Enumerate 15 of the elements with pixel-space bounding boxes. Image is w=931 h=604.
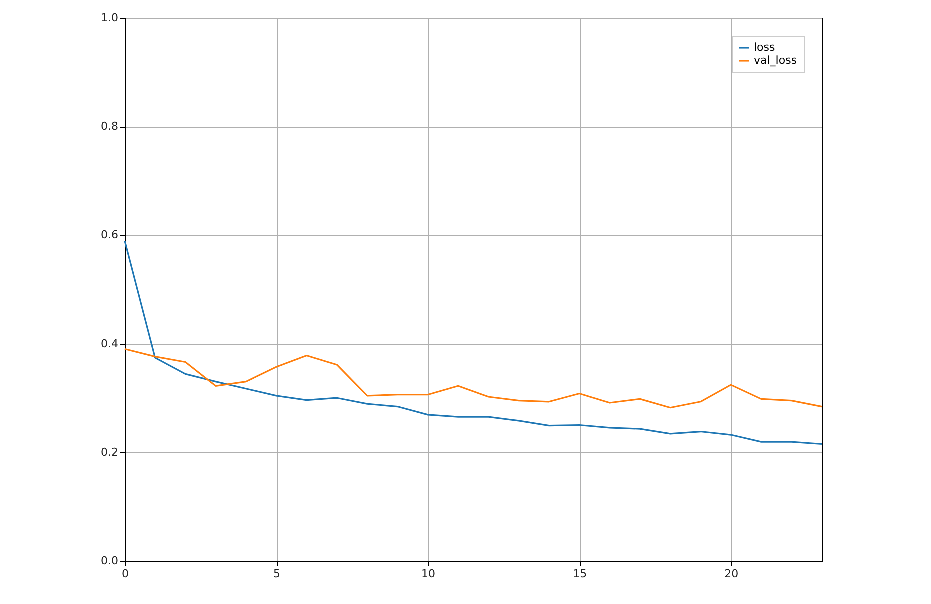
y-tick-label: 1.0	[101, 12, 118, 24]
x-tick-label: 15	[573, 568, 588, 580]
y-tick-label: 0.6	[101, 228, 118, 242]
x-tick-label: 10	[422, 568, 436, 580]
legend-label: val_loss	[754, 54, 798, 67]
x-tick-label: 5	[274, 568, 281, 580]
y-tick-label: 0.2	[101, 446, 118, 459]
y-tick-label: 0.4	[101, 337, 118, 350]
y-tick-label: 0.8	[101, 120, 118, 134]
legend-label: loss	[754, 41, 776, 54]
x-tick-label: 20	[724, 568, 739, 580]
line-series	[124, 348, 823, 409]
x-tick-label: 0	[122, 568, 129, 580]
line-series	[124, 240, 823, 446]
y-tick-label: 0.0	[101, 554, 118, 568]
